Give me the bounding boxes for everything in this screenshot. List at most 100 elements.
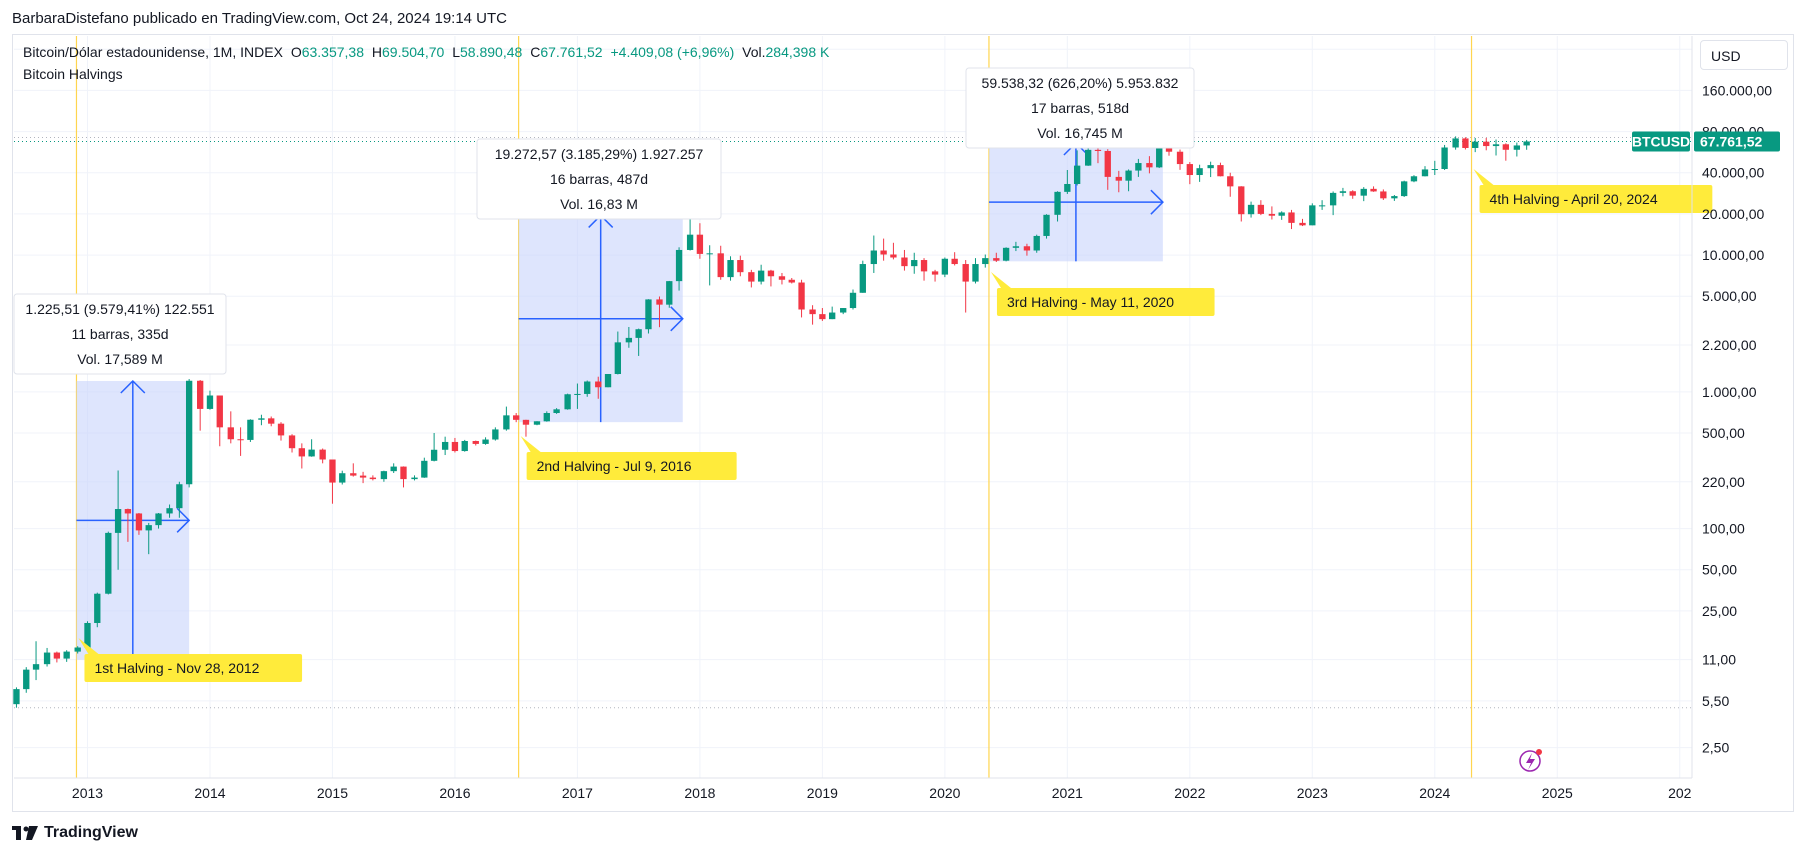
candle-body	[666, 281, 673, 305]
candle-body	[369, 477, 377, 480]
candle-body	[982, 258, 989, 265]
candle-body	[564, 394, 571, 410]
candle-body	[717, 253, 724, 278]
candle-body	[43, 652, 51, 665]
y-tick-label: 2.200,00	[1702, 337, 1757, 353]
candle-body	[1441, 147, 1448, 170]
halving-label-bg	[1479, 185, 1713, 213]
y-tick-label: 220,00	[1702, 474, 1745, 490]
candle-body	[1125, 170, 1132, 181]
y-tick-label: 100,00	[1702, 521, 1745, 537]
candle-body	[411, 477, 418, 480]
candle-body	[625, 337, 633, 343]
x-tick-label: 2021	[1052, 785, 1083, 801]
candle-body	[727, 260, 734, 278]
candle-body	[696, 234, 704, 254]
x-tick-label: 2023	[1297, 785, 1328, 801]
candle-body	[1217, 165, 1224, 177]
candle-body	[1380, 191, 1387, 199]
y-tick-label: 160.000,00	[1702, 82, 1772, 98]
candle-body	[1156, 147, 1163, 168]
candle-body	[197, 380, 204, 409]
symbol-badge-label: BTCUSD	[1632, 133, 1690, 149]
candle-body	[1146, 163, 1153, 168]
candle-body	[227, 427, 234, 440]
candle-body	[656, 299, 663, 305]
candle-body	[482, 439, 489, 444]
x-tick-label: 2017	[562, 785, 593, 801]
candle-body	[1002, 247, 1010, 261]
candle-body	[400, 466, 407, 480]
candle-body	[1483, 141, 1490, 147]
candle-body	[1023, 246, 1031, 251]
close-value: 67.761,52	[540, 44, 603, 60]
candle-body	[1165, 147, 1173, 152]
candle-body	[461, 440, 468, 452]
measure-ranges	[76, 141, 1164, 660]
low-value: 58.890,48	[460, 44, 523, 60]
candle-body	[584, 381, 591, 394]
x-tick-label: 2018	[684, 785, 715, 801]
halving-label: 4th Halving - April 20, 2024	[1490, 191, 1658, 207]
currency-button[interactable]: USD	[1700, 40, 1788, 70]
footer-brand-name: TradingView	[44, 824, 138, 841]
lightning-icon[interactable]	[1519, 749, 1542, 772]
candle-body	[788, 279, 795, 283]
low-label: L	[452, 44, 460, 60]
arrow-head	[1150, 189, 1164, 215]
candle-body	[1207, 165, 1214, 169]
y-tick-label: 40.000,00	[1702, 165, 1764, 181]
measure-info-box	[476, 138, 722, 220]
candle-body	[901, 257, 908, 267]
y-tick-label: 1.000,00	[1702, 384, 1757, 400]
candle-body	[1349, 191, 1356, 196]
chart-frame	[12, 34, 1794, 812]
candle-body	[1064, 183, 1071, 192]
x-tick-label: 2019	[807, 785, 838, 801]
candle-body	[277, 423, 285, 436]
x-tick-label: 2025	[1542, 785, 1573, 801]
candle-body	[350, 473, 357, 476]
candle-body	[1012, 246, 1020, 248]
tradingview-logo-icon	[12, 826, 38, 840]
measure-info-line: 19.272,57 (3.185,29%) 1.927.257	[495, 146, 704, 162]
candle-body	[176, 484, 183, 509]
halving-label-pointer	[520, 436, 541, 452]
candle-body	[1238, 186, 1245, 215]
candle-body	[53, 652, 61, 659]
y-tick-label: 50,00	[1702, 562, 1737, 578]
indicator-name[interactable]: Bitcoin Halvings	[23, 66, 123, 82]
measure-info-line: 17 barras, 518d	[1031, 100, 1129, 116]
candle-body	[1339, 191, 1347, 193]
high-label: H	[371, 44, 383, 60]
candle-body	[135, 513, 143, 531]
candle-body	[216, 395, 223, 428]
footer-brand[interactable]: TradingView	[12, 824, 138, 842]
y-tick-label: 5.000,00	[1702, 288, 1757, 304]
candle-body	[390, 466, 397, 472]
arrow-head	[120, 379, 146, 394]
candle-body	[870, 250, 877, 265]
candle-body	[1462, 138, 1469, 148]
measure-info-box	[965, 67, 1195, 149]
candle-body	[503, 415, 510, 430]
measure-info-box	[13, 293, 227, 375]
candle-body	[319, 449, 326, 460]
measure-info-line: 59.538,32 (626,20%) 5.953.832	[982, 75, 1179, 91]
candle-body	[1186, 164, 1193, 176]
candle-body	[809, 309, 816, 315]
candle-body	[890, 254, 897, 258]
candle-body	[359, 475, 367, 478]
candle-body	[1329, 192, 1337, 206]
measure-info-line: 16 barras, 487d	[550, 171, 648, 187]
candle-body	[1360, 188, 1367, 196]
candle-body	[63, 651, 70, 659]
candle-body	[288, 435, 296, 449]
candle-body	[94, 593, 101, 623]
x-tick-label: 2013	[72, 785, 103, 801]
symbol-legend: Bitcoin/Dólar estadounidense, 1M, INDEX …	[23, 44, 833, 60]
candle-body	[1054, 191, 1061, 215]
candle-body	[1043, 214, 1050, 236]
halving-label-pointer	[1473, 169, 1494, 185]
